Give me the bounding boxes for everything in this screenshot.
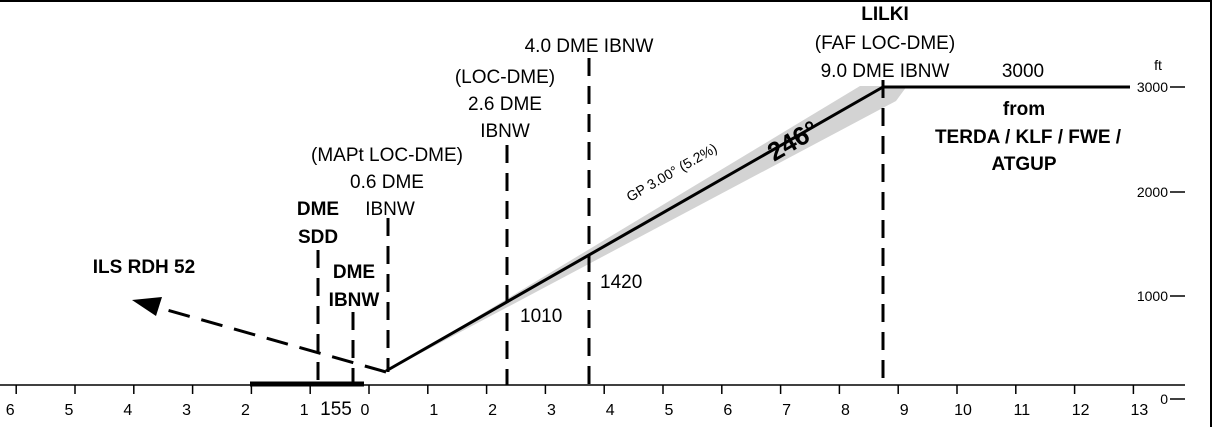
dme-ibnw-line2: IBNW	[329, 290, 380, 311]
threshold-elevation-label: 155	[320, 399, 352, 420]
missed-approach-path	[159, 306, 387, 374]
dme-ibnw-line1: DME	[333, 262, 375, 283]
distance-tick-label: 1	[300, 402, 309, 419]
from-routes-line2: ATGUP	[991, 154, 1056, 175]
distance-tick-label: 3	[182, 402, 191, 419]
dme-2-6-line1: (LOC-DME)	[455, 67, 555, 88]
dme-sdd-line2: SDD	[298, 227, 338, 248]
glidepath-band	[364, 86, 907, 385]
distance-tick-label: 3	[547, 402, 556, 419]
fix-name-lilki: LILKI	[861, 4, 909, 25]
altitude-1010-label: 1010	[520, 306, 562, 327]
distance-tick-label: 13	[1131, 402, 1149, 419]
fix-role-lilki: (FAF LOC-DME)	[815, 33, 955, 54]
fix-dme-lilki: 9.0 DME IBNW	[821, 61, 950, 82]
ils-rdh-label: ILS RDH 52	[93, 257, 195, 278]
distance-tick-label: 8	[841, 402, 850, 419]
alt-label-3000: 3000	[1137, 79, 1168, 95]
distance-tick-label: 6	[6, 402, 15, 419]
distance-tick-label: 7	[782, 402, 791, 419]
fix-altitude-3000: 3000	[1002, 61, 1044, 82]
mapt-line2: 0.6 DME	[350, 172, 424, 193]
altitude-1420-label: 1420	[600, 272, 642, 293]
distance-tick-label: 11	[1013, 402, 1030, 419]
dme-sdd-line1: DME	[297, 199, 339, 220]
distance-tick-label: 12	[1072, 402, 1090, 419]
from-routes-line1: TERDA / KLF / FWE /	[935, 127, 1122, 148]
distance-tick-label: 2	[488, 402, 497, 419]
from-label: from	[1003, 99, 1045, 120]
distance-tick-label: 2	[241, 402, 250, 419]
alt-label-2000: 2000	[1137, 184, 1168, 200]
distance-tick-label: 6	[723, 402, 732, 419]
distance-tick-label: 4	[123, 402, 132, 419]
glidepath-line	[385, 85, 884, 373]
distance-tick-label: 5	[665, 402, 674, 419]
distance-tick-label: 1	[429, 402, 438, 419]
distance-tick-label-zero: 0	[361, 402, 370, 419]
distance-tick-label: 10	[954, 402, 972, 419]
distance-tick-label: 9	[900, 402, 909, 419]
altitude-unit-label: ft	[1154, 57, 1162, 73]
mapt-line3: IBNW	[365, 199, 415, 220]
alt-label-1000: 1000	[1137, 288, 1168, 304]
distance-ticks	[15, 385, 1135, 394]
distance-labels: 6 5 4 3 2 1 1 2 3 4 5 6 7 8 9 10 11 12 130	[6, 402, 1149, 419]
missed-approach-arrowhead	[132, 297, 162, 316]
alt-label-0: 0	[1160, 391, 1168, 407]
mapt-line1: (MAPt LOC-DME)	[311, 145, 463, 166]
distance-tick-label: 4	[606, 402, 615, 419]
dme-2-6-line2: 2.6 DME	[468, 94, 542, 115]
dme-4-0-label: 4.0 DME IBNW	[525, 36, 654, 57]
distance-tick-label: 5	[65, 402, 74, 419]
dme-2-6-line3: IBNW	[480, 121, 530, 142]
